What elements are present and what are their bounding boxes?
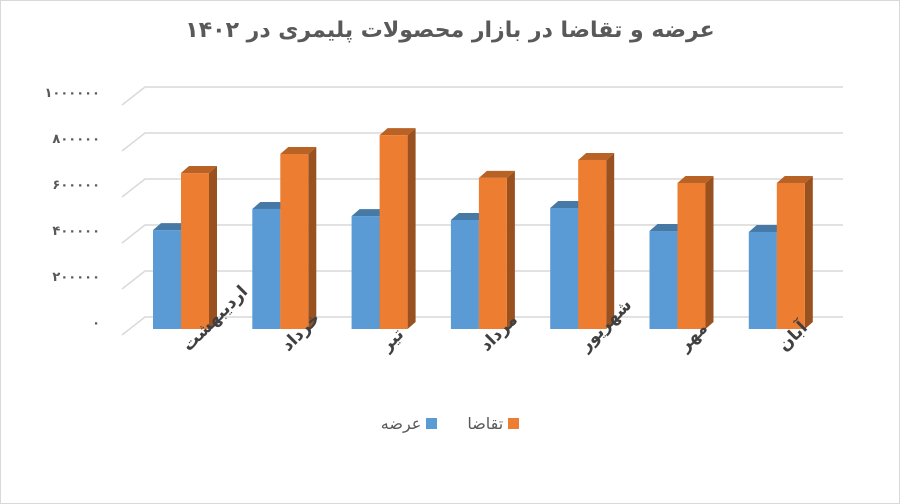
bar-demand xyxy=(478,170,515,329)
y-tick-label: ۶۰۰۰۰۰ xyxy=(52,178,100,193)
legend: تقاضا عرضه xyxy=(0,414,900,433)
bar-demand xyxy=(578,152,615,329)
gridline xyxy=(121,86,843,106)
chart-title: عرضه و تقاضا در بازار محصولات پلیمری در … xyxy=(185,18,715,43)
y-tick-label: ۰ xyxy=(92,316,100,331)
y-tick-label: ۸۰۰۰۰۰ xyxy=(52,132,100,147)
x-category-label: تیر xyxy=(376,324,408,356)
bar-demand xyxy=(280,146,317,329)
gridline xyxy=(121,132,843,152)
legend-swatch-demand xyxy=(508,418,520,429)
y-tick-label: ۱۰۰۰۰۰۰ xyxy=(44,86,100,101)
legend-item-supply: عرضه xyxy=(381,414,438,433)
bar-demand xyxy=(181,166,217,329)
legend-label-demand: تقاضا xyxy=(467,414,504,433)
legend-label-supply: عرضه xyxy=(380,414,422,433)
legend-item-demand: تقاضا xyxy=(467,414,520,433)
y-tick-label: ۲۰۰۰۰۰ xyxy=(52,270,100,285)
y-tick-label: ۴۰۰۰۰۰ xyxy=(52,224,100,239)
bar-demand xyxy=(379,128,416,329)
bar-demand xyxy=(677,175,714,329)
bar-demand xyxy=(776,175,813,329)
legend-swatch-supply xyxy=(426,418,438,429)
